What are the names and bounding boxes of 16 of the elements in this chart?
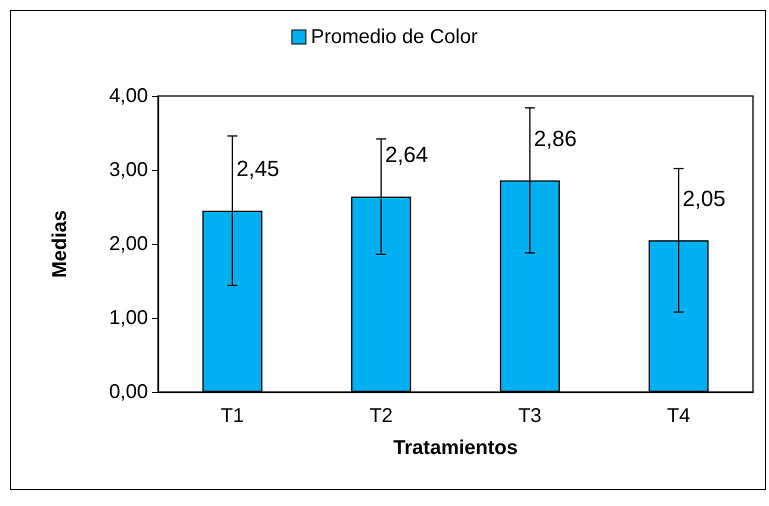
data-label: 2,64 [385, 142, 428, 168]
y-tick-label: 3,00 [109, 159, 148, 181]
x-axis-title: Tratamientos [393, 437, 518, 459]
y-axis-title: Medias [49, 210, 71, 278]
x-tick-label: T3 [518, 405, 542, 427]
data-label: 2,05 [682, 186, 726, 211]
data-label: 2,86 [534, 126, 577, 151]
y-tick-label: 2,00 [109, 233, 148, 255]
data-label: 2,45 [236, 156, 280, 182]
x-tick-label: T4 [666, 405, 690, 427]
legend-label: Promedio de Color [310, 26, 478, 48]
x-tick-label: T1 [220, 405, 244, 427]
y-tick-label: 4,00 [109, 85, 148, 107]
y-tick-label: 1,00 [109, 307, 148, 329]
y-tick-label: 0,00 [109, 381, 148, 403]
x-tick-label: T2 [369, 405, 393, 427]
